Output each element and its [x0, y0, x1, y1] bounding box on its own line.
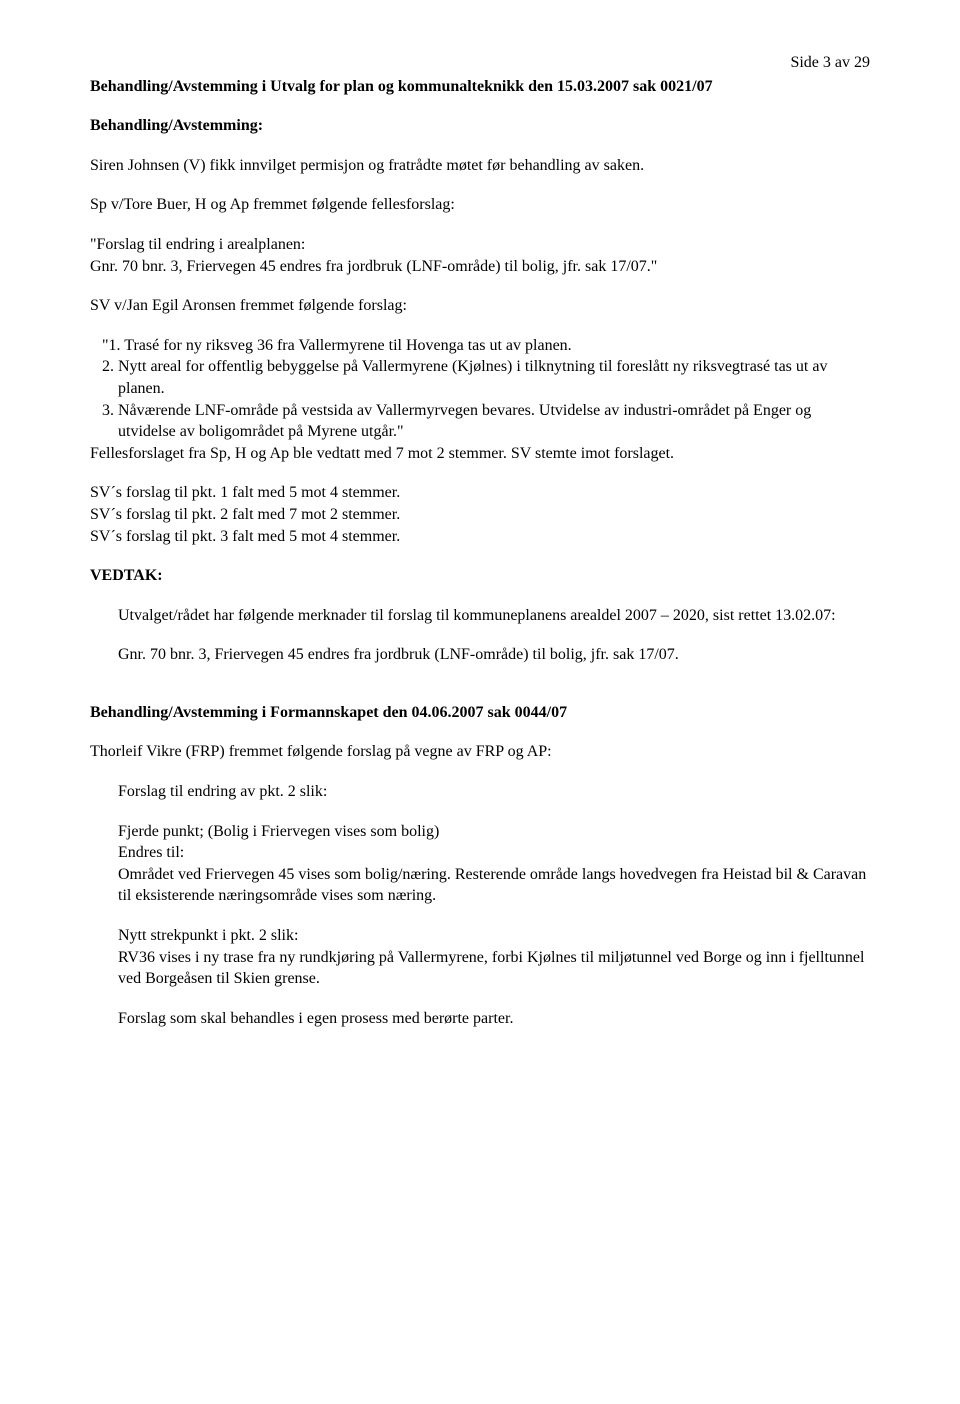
section-heading-1: Behandling/Avstemming i Utvalg for plan …	[90, 76, 870, 98]
section-heading-2: Behandling/Avstemming i Formannskapet de…	[90, 702, 870, 724]
body-text: Fjerde punkt; (Bolig i Friervegen vises …	[118, 821, 870, 843]
body-text: Gnr. 70 bnr. 3, Friervegen 45 endres fra…	[118, 644, 870, 666]
page-number: Side 3 av 29	[90, 52, 870, 74]
subheading-vedtak: VEDTAK:	[90, 565, 870, 587]
quote-line: "Forslag til endring i arealplanen:	[90, 234, 870, 256]
quote-line: Gnr. 70 bnr. 3, Friervegen 45 endres fra…	[90, 256, 870, 278]
body-text: Sp v/Tore Buer, H og Ap fremmet følgende…	[90, 194, 870, 216]
body-text: Thorleif Vikre (FRP) fremmet følgende fo…	[90, 741, 870, 763]
body-text: Siren Johnsen (V) fikk innvilget permisj…	[90, 155, 870, 177]
list-item: 3. Nåværende LNF-område på vestsida av V…	[90, 400, 870, 443]
body-text: SV´s forslag til pkt. 3 falt med 5 mot 4…	[90, 526, 870, 548]
body-text: Forslag til endring av pkt. 2 slik:	[118, 781, 870, 803]
document-page: Side 3 av 29 Behandling/Avstemming i Utv…	[0, 0, 960, 1404]
body-text: Fellesforslaget fra Sp, H og Ap ble vedt…	[90, 443, 870, 465]
body-text: SV v/Jan Egil Aronsen fremmet følgende f…	[90, 295, 870, 317]
list-item: 2. Nytt areal for offentlig bebyggelse p…	[90, 356, 870, 399]
body-text: Forslag som skal behandles i egen proses…	[118, 1008, 870, 1030]
body-text: Området ved Friervegen 45 vises som boli…	[118, 864, 870, 907]
body-text: Nytt strekpunkt i pkt. 2 slik:	[118, 925, 870, 947]
body-text: RV36 vises i ny trase fra ny rundkjøring…	[118, 947, 870, 990]
subheading-behandling: Behandling/Avstemming:	[90, 115, 870, 137]
body-text: SV´s forslag til pkt. 2 falt med 7 mot 2…	[90, 504, 870, 526]
body-text: Endres til:	[118, 842, 870, 864]
list-item: "1. Trasé for ny riksveg 36 fra Vallermy…	[90, 335, 870, 357]
body-text: SV´s forslag til pkt. 1 falt med 5 mot 4…	[90, 482, 870, 504]
body-text: Utvalget/rådet har følgende merknader ti…	[118, 605, 870, 627]
spacer	[90, 684, 870, 702]
